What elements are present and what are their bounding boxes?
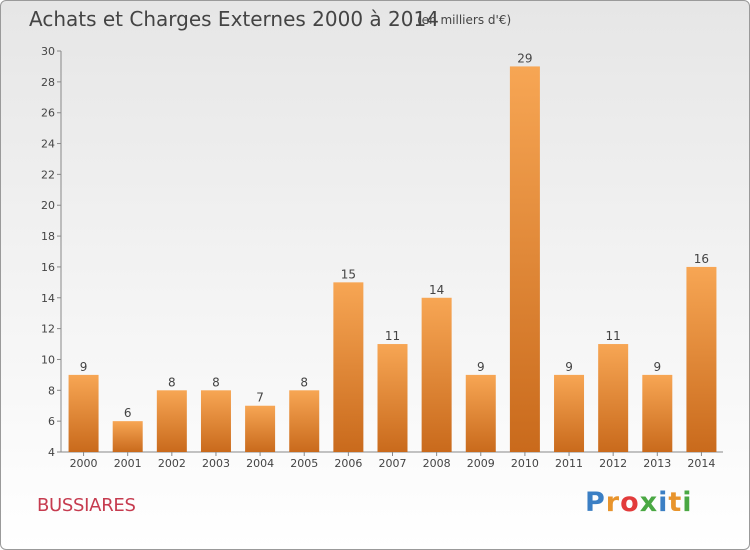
bar-2012 (598, 344, 629, 452)
bar-value-label: 9 (565, 360, 573, 374)
y-tick-label: 12 (41, 323, 55, 336)
y-tick-label: 10 (41, 353, 55, 366)
bar-value-label: 15 (341, 267, 356, 281)
bar-value-label: 14 (429, 283, 444, 297)
y-tick-label: 16 (41, 261, 55, 274)
bar-value-label: 7 (256, 391, 264, 405)
bar-2003 (200, 390, 231, 452)
chart-bars: 9 6 8 8 7 8 15 11 14 9 29 9 11 9 16 (68, 51, 717, 452)
y-tick-label: 8 (48, 384, 55, 397)
x-tick-label: 2003 (202, 457, 230, 470)
bar-2000 (68, 374, 99, 452)
bar-2010 (509, 66, 540, 452)
bar-2005 (289, 390, 320, 452)
chart-title: Achats et Charges Externes 2000 à 2014 (29, 7, 439, 31)
bar-2013 (642, 374, 673, 452)
bar-value-label: 11 (385, 329, 400, 343)
y-tick-label: 26 (41, 107, 55, 120)
bar-value-label: 8 (300, 375, 308, 389)
bar-value-label: 11 (606, 329, 621, 343)
y-tick-label: 6 (48, 415, 55, 428)
bar-value-label: 29 (517, 51, 532, 65)
x-tick-label: 2014 (687, 457, 715, 470)
bar-2009 (465, 374, 496, 452)
bar-value-label: 16 (694, 252, 709, 266)
bar-2011 (554, 374, 585, 452)
x-tick-label: 2009 (467, 457, 495, 470)
y-tick-label: 20 (41, 199, 55, 212)
x-tick-label: 2006 (334, 457, 362, 470)
y-tick-label: 28 (41, 76, 55, 89)
bar-2007 (377, 344, 408, 452)
bar-2004 (245, 405, 276, 452)
y-tick-label: 22 (41, 168, 55, 181)
x-tick-label: 2000 (70, 457, 98, 470)
x-tick-label: 2002 (158, 457, 186, 470)
x-tick-label: 2004 (246, 457, 274, 470)
proxiti-logo: Proxiti (585, 487, 693, 518)
x-tick-label: 2008 (423, 457, 451, 470)
y-tick-label: 18 (41, 230, 55, 243)
y-tick-label: 30 (41, 45, 55, 58)
commune-name: BUSSIARES (37, 495, 136, 516)
bar-2001 (112, 421, 143, 452)
y-tick-label: 24 (41, 138, 55, 151)
bar-value-label: 9 (653, 360, 661, 374)
x-tick-label: 2012 (599, 457, 627, 470)
bar-value-label: 9 (80, 360, 88, 374)
bar-2014 (686, 266, 717, 452)
bar-value-label: 6 (124, 406, 132, 420)
bar-value-label: 8 (168, 375, 176, 389)
x-tick-label: 2001 (114, 457, 142, 470)
x-tick-label: 2005 (290, 457, 318, 470)
bar-value-label: 8 (212, 375, 220, 389)
chart-axes: 4 6 8 10 12 14 16 18 20 22 24 26 28 30 2000 2001 2002 200… (41, 45, 723, 470)
chart-subtitle: (en milliers d'€) (417, 13, 512, 27)
bar-2006 (333, 282, 364, 452)
bar-2008 (421, 297, 452, 452)
x-tick-label: 2011 (555, 457, 583, 470)
y-tick-label: 4 (48, 446, 55, 459)
x-tick-label: 2010 (511, 457, 539, 470)
y-tick-label: 14 (41, 292, 55, 305)
x-tick-label: 2013 (643, 457, 671, 470)
bar-2002 (156, 390, 187, 452)
bar-value-label: 9 (477, 360, 485, 374)
x-tick-label: 2007 (379, 457, 407, 470)
